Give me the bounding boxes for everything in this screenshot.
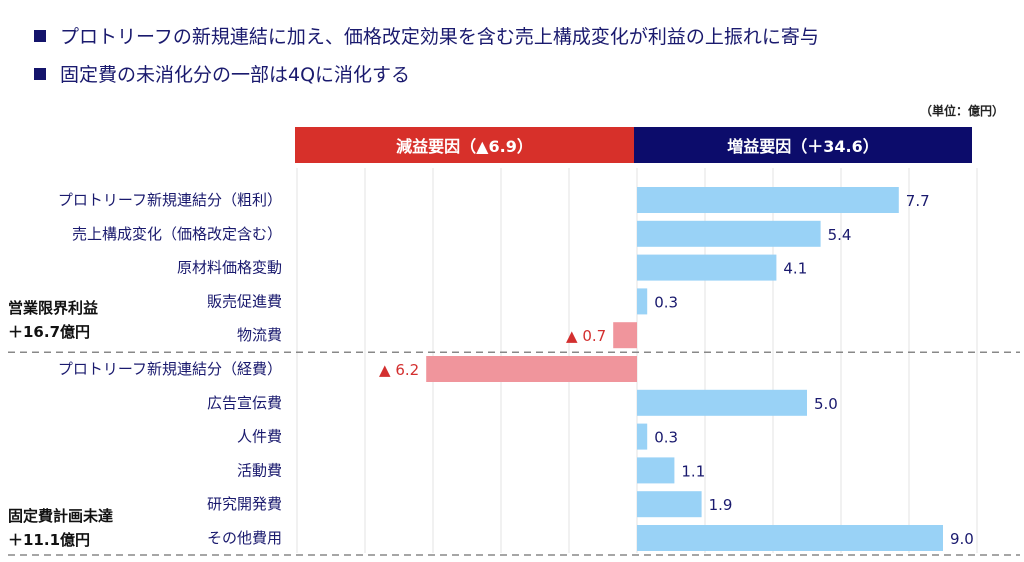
bullet-text: プロトリーフの新規連結に加え、価格改定効果を含む売上構成変化が利益の上振れに寄与	[60, 26, 819, 48]
category-label: 売上構成変化（価格改定含む）	[72, 225, 282, 243]
bullet-square-icon	[34, 29, 46, 42]
group-label-fixed-cost: 固定費計画未達 ＋11.1億円	[8, 504, 113, 552]
value-label: 5.4	[828, 226, 852, 244]
bullet-1: プロトリーフの新規連結に加え、価格改定効果を含む売上構成変化が利益の上振れに寄与	[34, 22, 819, 49]
group-total: ＋16.7億円	[8, 323, 91, 341]
category-label: プロトリーフ新規連結分（経費）	[58, 360, 282, 378]
category-label: 人件費	[237, 428, 282, 446]
unit-label: （単位：億円）	[919, 104, 1004, 118]
bar	[637, 491, 702, 518]
group-total: ＋11.1億円	[8, 531, 91, 549]
value-label: 1.9	[709, 496, 733, 514]
group-title: 固定費計画未達	[8, 507, 114, 525]
category-label: 広告宣伝費	[207, 394, 282, 412]
value-label: 0.3	[654, 429, 678, 447]
value-label: 5.0	[814, 395, 838, 413]
positive-factors-header: 増益要因（＋34.6）	[634, 127, 972, 163]
value-label: 4.1	[783, 260, 807, 278]
bar	[637, 254, 777, 281]
negative-factors-header: 減益要因（▲6.9）	[295, 127, 634, 163]
value-label: ▲ 0.7	[566, 327, 606, 345]
category-label: 物流費	[237, 326, 282, 344]
bullet-text: 固定費の未消化分の一部は4Qに消化する	[60, 64, 411, 86]
value-label: ▲ 6.2	[379, 361, 419, 379]
category-label: 活動費	[237, 461, 282, 479]
category-label: 販売促進費	[207, 292, 282, 310]
group-title: 営業限界利益	[8, 299, 99, 317]
category-label: プロトリーフ新規連結分（粗利）	[58, 191, 282, 209]
bullet-square-icon	[34, 67, 46, 80]
value-label: 1.1	[681, 462, 705, 480]
value-label: 9.0	[950, 530, 974, 548]
bar	[637, 288, 648, 315]
category-label: 研究開発費	[207, 495, 282, 513]
value-label: 0.3	[654, 293, 678, 311]
category-label: その他費用	[207, 529, 282, 547]
bar	[637, 423, 648, 450]
value-label: 7.7	[906, 192, 930, 210]
bar	[637, 457, 675, 484]
bar	[637, 187, 899, 213]
bar	[613, 322, 637, 349]
bar	[637, 220, 821, 247]
category-label: 原材料価格変動	[177, 259, 282, 277]
bar	[637, 525, 943, 551]
bullet-2: 固定費の未消化分の一部は4Qに消化する	[34, 60, 410, 87]
bar	[637, 389, 807, 416]
group-label-margin: 営業限界利益 ＋16.7億円	[8, 296, 98, 344]
bar	[426, 356, 637, 382]
